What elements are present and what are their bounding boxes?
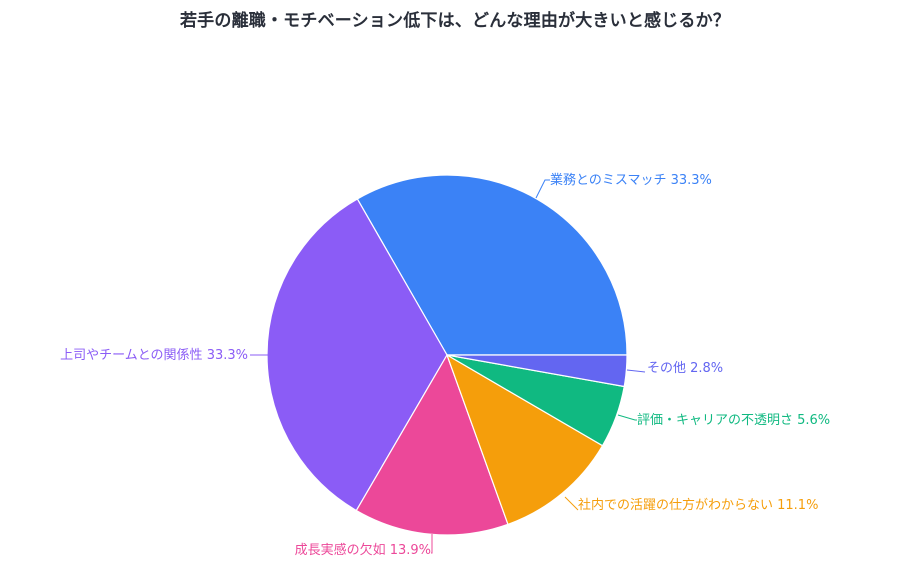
leader-line-5 bbox=[626, 369, 646, 373]
slice-label-3: 社内での活躍の仕方がわからない 11.1% bbox=[578, 497, 818, 513]
slice-label-4: 評価・キャリアの不透明さ 5.6% bbox=[637, 413, 830, 428]
pie-slice-0[interactable] bbox=[356, 174, 628, 356]
leader-line-4 bbox=[617, 414, 637, 421]
leader-line-2 bbox=[431, 534, 433, 554]
leader-line-0 bbox=[535, 179, 550, 199]
pie-slice-5[interactable] bbox=[446, 354, 628, 388]
slice-label-0: 業務とのミスマッチ 33.3% bbox=[550, 172, 712, 188]
pie-slice-1[interactable] bbox=[266, 198, 448, 512]
pie-slice-2[interactable] bbox=[355, 353, 509, 536]
slice-label-2: 成長実感の欠如 13.9% bbox=[295, 542, 431, 558]
slice-label-1: 上司やチームとの関係性 33.3% bbox=[60, 348, 248, 363]
pie-slices bbox=[266, 174, 628, 536]
pie-labels: 業務とのミスマッチ 33.3% 上司やチームとの関係性 33.3% 成長実感の欠… bbox=[60, 172, 830, 558]
pie-slice-3[interactable] bbox=[445, 353, 604, 526]
slice-label-5: その他 2.8% bbox=[647, 361, 723, 376]
chart-title: 若手の離職・モチベーション低下は、どんな理由が大きいと感じるか？ bbox=[179, 11, 731, 31]
leader-line-3 bbox=[564, 496, 579, 511]
